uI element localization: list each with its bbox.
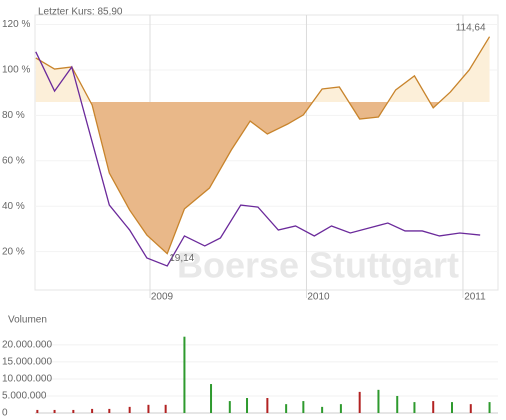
watermark: Boerse Stuttgart (177, 245, 459, 286)
y-tick-label: 0 (2, 408, 8, 419)
volume-bar (128, 406, 131, 413)
volume-bar (488, 402, 491, 413)
line (35, 36, 491, 255)
volume-bar (228, 401, 231, 413)
volume-bar (450, 402, 453, 413)
y-tick-label: 120 % (2, 19, 30, 30)
volume-bar (108, 408, 111, 413)
area-below (35, 101, 490, 254)
volume-bar (396, 395, 399, 413)
volume-bar (246, 398, 249, 413)
area-above (35, 36, 490, 102)
volume-bar (91, 408, 94, 413)
y-tick-label: 10.000.000 (2, 374, 52, 385)
x-tick-label: 2009 (151, 292, 174, 303)
y-tick-label: 80 % (2, 110, 25, 121)
x-tick-label: 2010 (307, 292, 330, 303)
last-price: Letzter Kurs: 85,90 (38, 7, 123, 18)
volume-bar (266, 398, 269, 413)
plot-area (34, 14, 499, 291)
volume-bar (321, 406, 324, 413)
volume-bar (210, 384, 213, 413)
y-tick-label: 20 % (2, 246, 25, 257)
volume-bar (432, 401, 435, 413)
volume-bar (36, 409, 39, 413)
y-tick-label: 5.000.000 (2, 391, 47, 402)
volume-bar (285, 404, 288, 413)
volume-bar (147, 404, 150, 413)
volume-bar (53, 409, 56, 413)
volume-bar (413, 402, 416, 413)
volume-bar (183, 336, 186, 413)
annotation: 114,64 (456, 22, 486, 33)
volume-bar (469, 404, 472, 413)
volume-bar (164, 404, 167, 413)
y-tick-label: 60 % (2, 155, 25, 166)
y-tick-label: 15.000.000 (2, 357, 52, 368)
volume-bar (72, 409, 75, 413)
y-tick-label: 40 % (2, 201, 25, 212)
volume-title: Volumen (8, 315, 47, 326)
x-tick-label: 2011 (464, 292, 486, 303)
y-tick-label: 20.000.000 (2, 340, 52, 351)
annotation: 19,14 (169, 253, 194, 264)
line (35, 51, 481, 267)
volume-bar (377, 389, 380, 413)
volume-bar (358, 391, 361, 413)
y-tick-label: 100 % (2, 65, 30, 76)
volume-bar (339, 404, 342, 413)
volume-bar (302, 401, 305, 413)
